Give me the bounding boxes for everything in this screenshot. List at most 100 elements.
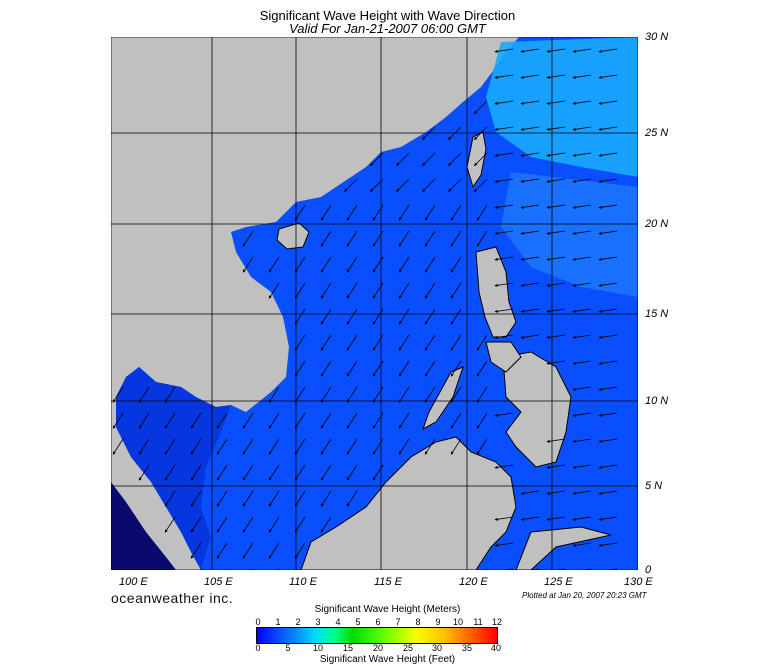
wave-direction-arrow: [572, 542, 592, 547]
wave-direction-arrow: [494, 334, 514, 339]
wave-direction-arrow: [294, 516, 306, 533]
wave-direction-arrow: [572, 360, 592, 365]
meter-tick: 0: [255, 617, 261, 627]
wave-direction-arrow: [572, 74, 592, 79]
wave-direction-arrow: [242, 230, 254, 247]
lat-label-30n: 30 N: [645, 31, 669, 43]
wave-direction-arrow: [294, 308, 306, 325]
wave-direction-arrow: [546, 100, 566, 105]
wave-direction-arrow: [546, 74, 566, 79]
wave-direction-arrow: [424, 308, 436, 325]
wave-direction-arrow: [476, 230, 488, 247]
wave-direction-arrow: [422, 152, 436, 166]
wave-direction-arrow: [572, 412, 592, 417]
wave-direction-arrow: [494, 100, 514, 105]
wave-direction-arrow: [598, 178, 618, 183]
wave-direction-arrow: [216, 542, 228, 559]
lat-label-0: 0: [645, 564, 652, 576]
wave-direction-arrow: [346, 464, 358, 481]
wave-direction-arrow: [572, 308, 592, 313]
wave-direction-arrow: [398, 204, 410, 221]
lat-label-20n: 20 N: [645, 218, 669, 230]
wave-direction-arrow: [294, 438, 306, 455]
wave-direction-arrow: [268, 412, 280, 429]
wave-direction-arrow: [424, 386, 436, 403]
wave-direction-arrow: [372, 386, 384, 403]
wave-direction-arrow: [494, 178, 514, 183]
wave-direction-arrow: [422, 126, 436, 140]
wave-direction-arrow: [494, 74, 514, 79]
ocean-area: [116, 37, 638, 570]
lat-label-5n: 5 N: [645, 480, 663, 492]
wave-direction-arrow: [294, 464, 306, 481]
wave-direction-arrow: [216, 412, 228, 429]
lon-label-105e: 105 E: [204, 576, 233, 588]
wave-direction-arrow: [450, 386, 462, 403]
wave-direction-arrow: [346, 230, 358, 247]
meter-tick: 8: [415, 617, 421, 627]
wave-direction-arrow: [598, 308, 618, 313]
wave-direction-arrow: [190, 542, 202, 559]
wave-direction-arrow: [320, 230, 332, 247]
wave-direction-arrow: [320, 490, 332, 507]
wave-direction-arrow: [294, 360, 306, 377]
meter-tick: 3: [315, 617, 321, 627]
wave-direction-arrow: [598, 74, 618, 79]
wave-direction-arrow: [242, 438, 254, 455]
wave-direction-arrow: [424, 230, 436, 247]
wave-direction-arrow: [494, 256, 514, 261]
map-title: Significant Wave Height with Wave Direct…: [259, 8, 516, 23]
wave-direction-arrow: [494, 282, 514, 287]
wave-direction-arrow: [598, 516, 618, 521]
wave-direction-arrow: [320, 412, 332, 429]
wave-direction-arrow: [138, 386, 150, 403]
lon-label-125e: 125 E: [544, 576, 573, 588]
wave-direction-arrow: [320, 386, 332, 403]
wave-direction-arrow: [216, 516, 228, 533]
wave-direction-arrow: [598, 464, 618, 469]
wave-direction-arrow: [138, 412, 150, 429]
wave-direction-arrow: [372, 256, 384, 273]
wave-direction-arrow: [372, 282, 384, 299]
lon-label-120e: 120 E: [459, 576, 488, 588]
wave-direction-arrow: [346, 412, 358, 429]
wave-direction-arrow: [268, 490, 280, 507]
wave-direction-arrow: [372, 204, 384, 221]
wave-direction-arrow: [598, 334, 618, 339]
wave-direction-arrow: [320, 438, 332, 455]
lon-label-110e: 110 E: [289, 576, 317, 588]
wave-direction-arrow: [476, 412, 488, 429]
wave-direction-arrow: [520, 48, 540, 53]
wave-direction-arrow: [294, 204, 306, 221]
wave-direction-arrow: [546, 126, 566, 131]
wave-direction-arrow: [520, 490, 540, 495]
wave-direction-arrow: [398, 412, 410, 429]
wave-direction-arrow: [572, 126, 592, 131]
wave-direction-arrow: [320, 308, 332, 325]
wave-direction-arrow: [598, 152, 618, 157]
wave-direction-arrow: [520, 516, 540, 521]
wave-direction-arrow: [494, 516, 514, 521]
wave-direction-arrow: [294, 412, 306, 429]
wave-direction-arrow: [520, 308, 540, 313]
wave-direction-arrow: [474, 100, 488, 114]
wave-direction-arrow: [268, 386, 280, 403]
oceanweather-logo: oceanweather inc.: [111, 590, 234, 606]
wave-direction-arrow: [546, 256, 566, 261]
wave-direction-arrow: [372, 438, 384, 455]
map-canvas: [110, 36, 639, 585]
wave-direction-arrow: [294, 386, 306, 403]
wave-direction-arrow: [598, 100, 618, 105]
wave-direction-arrow: [474, 152, 488, 166]
wave-direction-arrow: [112, 438, 124, 455]
wave-direction-arrow: [268, 256, 280, 273]
wave-direction-arrow: [598, 542, 618, 547]
wave-direction-arrow: [546, 152, 566, 157]
wave-direction-arrow: [398, 438, 410, 455]
wave-direction-arrow: [572, 464, 592, 469]
wave-direction-arrow: [448, 178, 462, 192]
wave-direction-arrow: [398, 308, 410, 325]
wave-direction-arrow: [520, 204, 540, 209]
lon-label-100e: 100 E: [119, 576, 148, 588]
wave-direction-arrow: [520, 178, 540, 183]
